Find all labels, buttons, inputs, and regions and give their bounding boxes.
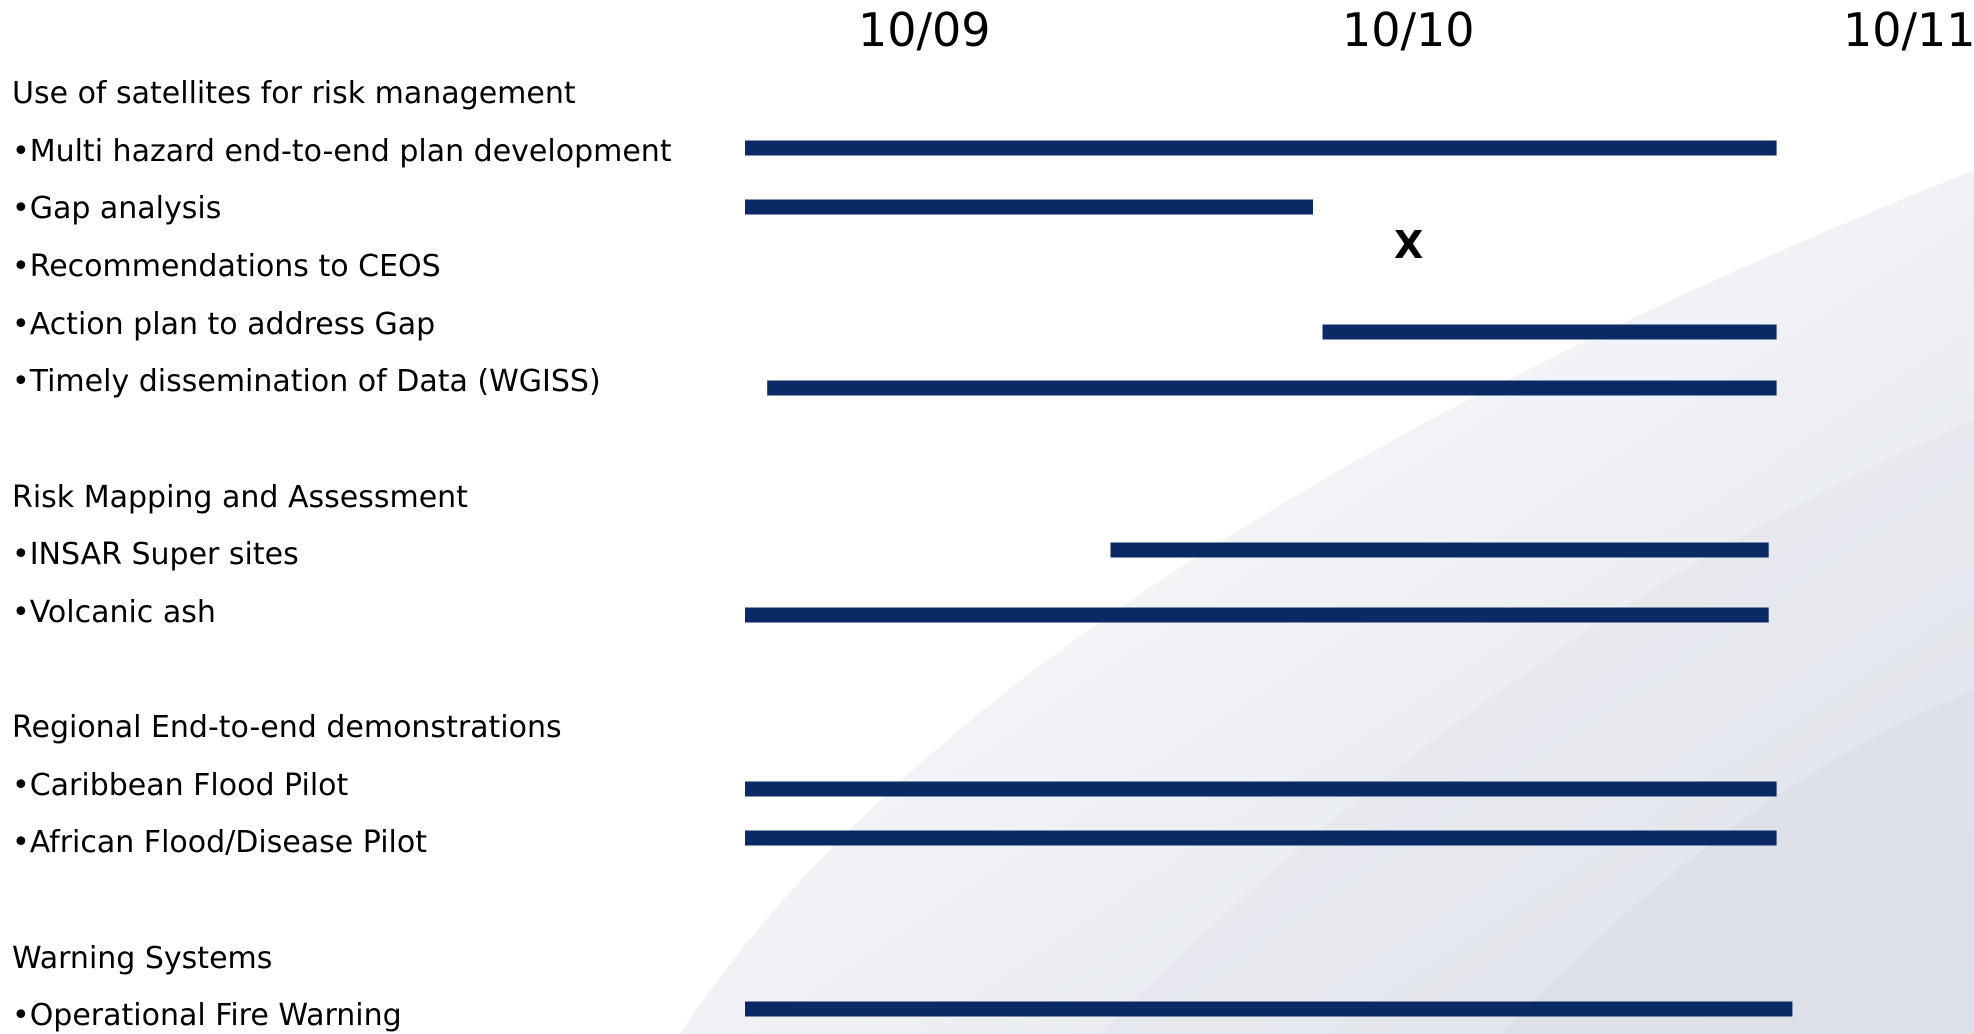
section-heading-risk-mapping: Risk Mapping and Assessment (12, 480, 468, 515)
section-heading-regional-demos: Regional End-to-end demonstrations (12, 710, 562, 745)
task-label-timely-dissemination: •Timely dissemination of Data (WGISS) (12, 364, 601, 399)
section-heading-satellites: Use of satellites for risk management (12, 76, 576, 111)
timeline-date-label: 10/11 (1843, 3, 1974, 57)
timeline-date-label: 10/10 (1342, 3, 1475, 57)
task-label-action-plan-gap: •Action plan to address Gap (12, 307, 436, 342)
task-label-insar-super-sites: •INSAR Super sites (12, 537, 299, 572)
task-label-fire-warning: •Operational Fire Warning (12, 998, 402, 1033)
task-label-multi-hazard-plan: •Multi hazard end-to-end plan developmen… (12, 134, 672, 169)
section-heading-warning-systems: Warning Systems (12, 941, 273, 976)
milestone-marker-x: X (1394, 223, 1424, 267)
task-label-gap-analysis: •Gap analysis (12, 191, 222, 226)
task-label-caribbean-flood: •Caribbean Flood Pilot (12, 768, 349, 803)
task-label-recommendations-ceos: •Recommendations to CEOS (12, 249, 441, 284)
task-label-volcanic-ash: •Volcanic ash (12, 595, 216, 630)
task-label-african-flood: •African Flood/Disease Pilot (12, 825, 428, 860)
timeline-date-label: 10/09 (858, 3, 991, 57)
